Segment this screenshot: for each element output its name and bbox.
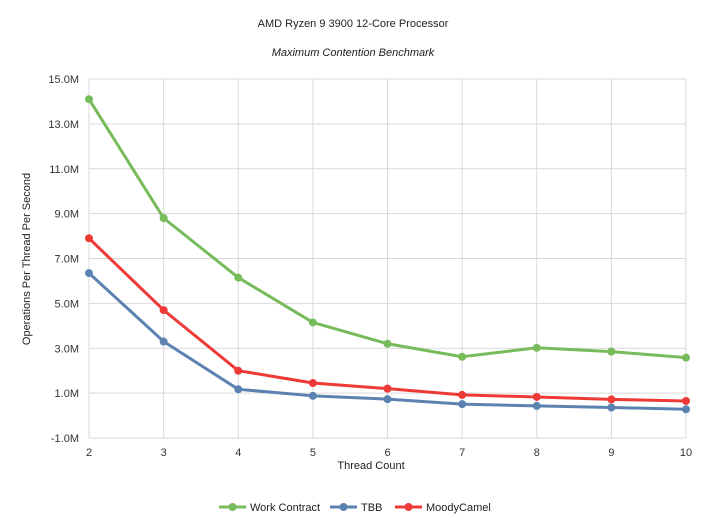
data-point-moodycamel: [159, 306, 168, 315]
x-tick-label: 8: [534, 447, 540, 459]
legend-marker-moodycamel: [404, 503, 413, 511]
legend: Work Contract TBB MoodyCamel: [219, 502, 491, 514]
legend-label-work-contract: Work Contract: [250, 502, 320, 514]
data-point-tbb: [682, 405, 690, 414]
x-tick-label: 7: [459, 447, 465, 459]
y-tick-label: 7.0M: [55, 254, 79, 266]
data-point-tbb: [234, 385, 243, 394]
data-point-tbb: [458, 400, 467, 409]
data-point-work-contract: [532, 343, 541, 352]
x-tick-label: 10: [680, 447, 692, 459]
data-point-work-contract: [234, 273, 243, 282]
data-point-moodycamel: [532, 392, 541, 401]
data-point-tbb: [85, 269, 93, 278]
y-axis-title: Operations Per Thread Per Second: [21, 173, 33, 345]
x-tick-label: 3: [161, 447, 167, 459]
data-point-moodycamel: [85, 234, 93, 243]
data-point-work-contract: [85, 95, 93, 104]
data-point-work-contract: [607, 347, 616, 356]
legend-label-tbb: TBB: [361, 502, 382, 514]
data-point-work-contract: [682, 353, 690, 362]
data-point-moodycamel: [383, 384, 392, 393]
x-tick-label: 2: [86, 447, 92, 459]
data-point-moodycamel: [682, 396, 690, 405]
grid: [88, 78, 687, 439]
data-point-moodycamel: [308, 379, 317, 388]
legend-label-moodycamel: MoodyCamel: [426, 502, 491, 514]
chart-title: AMD Ryzen 9 3900 12-Core Processor: [258, 18, 449, 30]
data-point-moodycamel: [458, 390, 467, 399]
data-point-tbb: [607, 403, 616, 412]
x-tick-label: 4: [235, 447, 241, 459]
x-axis-ticks: 2 3 4 5 6 7 8 9 10: [86, 447, 692, 459]
data-point-work-contract: [458, 352, 467, 361]
legend-marker-work-contract: [228, 503, 237, 511]
data-point-tbb: [159, 337, 168, 346]
data-point-moodycamel: [234, 366, 243, 375]
y-tick-label: -1.0M: [51, 433, 79, 445]
y-tick-label: 3.0M: [55, 343, 79, 355]
y-tick-label: 1.0M: [55, 388, 79, 400]
chart-subtitle: Maximum Contention Benchmark: [272, 47, 435, 59]
data-point-tbb: [308, 391, 317, 400]
y-tick-label: 11.0M: [49, 164, 79, 176]
x-tick-label: 6: [384, 447, 390, 459]
data-point-work-contract: [308, 318, 317, 327]
data-point-work-contract: [383, 339, 392, 348]
data-point-work-contract: [159, 214, 168, 223]
legend-marker-tbb: [339, 503, 348, 511]
data-point-moodycamel: [607, 395, 616, 404]
x-tick-label: 9: [608, 447, 614, 459]
x-axis-title: Thread Count: [337, 460, 404, 472]
y-tick-label: 15.0M: [48, 74, 79, 86]
y-tick-label: 13.0M: [48, 119, 79, 131]
x-tick-label: 5: [310, 447, 316, 459]
data-point-tbb: [383, 395, 392, 404]
series-group: [85, 95, 690, 414]
y-axis-ticks: -1.0M 1.0M 3.0M 5.0M 7.0M 9.0M 11.0M 13.0M 15.0M: [48, 74, 79, 445]
data-point-tbb: [532, 401, 541, 410]
y-tick-label: 9.0M: [55, 209, 79, 221]
y-tick-label: 5.0M: [55, 298, 79, 310]
